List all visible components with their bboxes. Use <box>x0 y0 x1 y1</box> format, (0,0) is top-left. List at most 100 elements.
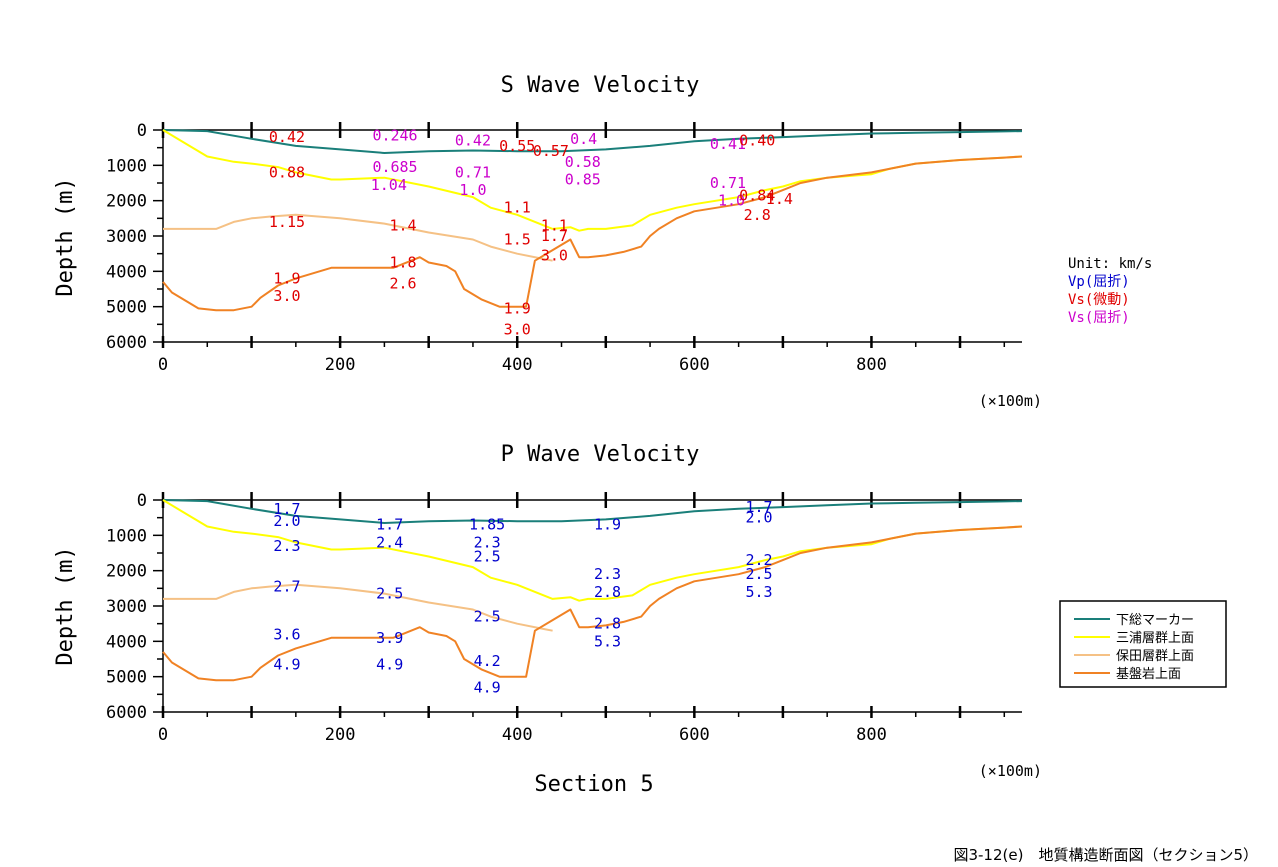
s-velocity-label: 0.57 <box>533 142 569 160</box>
p-ytick-label: 5000 <box>106 668 147 688</box>
p-wave-xlabel: Section 5 <box>534 772 653 797</box>
s-xtick-label: 200 <box>325 355 356 375</box>
p-velocity-label: 4.9 <box>474 678 501 696</box>
s-wave-x-unit: (×100m) <box>979 392 1042 410</box>
s-velocity-label: 2.8 <box>744 206 771 224</box>
s-xtick-label: 800 <box>856 355 887 375</box>
p-xtick-label: 800 <box>856 725 887 745</box>
s-velocity-label: 0.71 <box>455 163 491 181</box>
p-velocity-label: 1.7 <box>376 516 403 534</box>
p-velocity-label: 1.9 <box>594 516 621 534</box>
s-velocity-label: 0.71 <box>710 174 746 192</box>
chart-legend: 下総マーカー 三浦層群上面 保田層群上面 基盤岩上面 <box>1059 600 1227 688</box>
legend-label-basement-top: 基盤岩上面 <box>1116 667 1181 682</box>
p-xtick-label: 0 <box>158 725 168 745</box>
p-ytick-label: 0 <box>137 491 147 511</box>
unit-vp-refraction: Vp(屈折) <box>1068 274 1130 290</box>
p-velocity-label: 2.5 <box>376 585 403 603</box>
s-velocity-label: 1.8 <box>389 254 416 272</box>
p-ytick-label: 3000 <box>106 597 147 617</box>
p-velocity-label: 4.2 <box>474 652 501 670</box>
s-velocity-label: 0.685 <box>372 158 417 176</box>
p-velocity-label: 1.85 <box>469 516 505 534</box>
s-wave-velocity-labels: 0.420.881.151.93.00.2460.6851.041.41.82.… <box>269 126 793 338</box>
s-velocity-label: 0.41 <box>710 135 746 153</box>
s-velocity-label: 0.42 <box>269 128 305 146</box>
p-velocity-label: 5.3 <box>745 583 772 601</box>
p-velocity-label: 2.0 <box>745 509 772 527</box>
p-velocity-label: 2.5 <box>474 548 501 566</box>
s-velocity-label: 3.0 <box>541 246 568 264</box>
p-xtick-label: 600 <box>679 725 710 745</box>
p-curve-hota-group-top <box>163 583 553 632</box>
s-ytick-label: 0 <box>137 121 147 141</box>
s-wave-panel: S Wave Velocity Depth (m) 01000200030004… <box>53 73 1042 410</box>
p-ytick-label: 2000 <box>106 562 147 582</box>
s-ytick-label: 5000 <box>106 298 147 318</box>
p-ytick-label: 6000 <box>106 703 147 723</box>
p-wave-ylabel: Depth (m) <box>53 546 78 665</box>
s-velocity-label: 1.9 <box>273 269 300 287</box>
s-velocity-label: 1.04 <box>371 176 407 194</box>
p-wave-panel: P Wave Velocity Depth (m) 01000200030004… <box>53 442 1042 797</box>
p-velocity-label: 2.4 <box>376 533 403 551</box>
p-velocity-label: 2.3 <box>273 537 300 555</box>
p-wave-x-unit: (×100m) <box>979 762 1042 780</box>
s-velocity-label: 1.0 <box>459 181 486 199</box>
s-curve-shimosa-marker <box>162 129 1023 154</box>
p-velocity-label: 2.8 <box>594 583 621 601</box>
s-velocity-label: 0.88 <box>269 163 305 181</box>
s-curve-basement-top <box>162 155 1023 312</box>
s-xtick-label: 0 <box>158 355 168 375</box>
s-velocity-label: 0.85 <box>565 170 601 188</box>
p-xtick-label: 200 <box>325 725 356 745</box>
s-velocity-label: 1.5 <box>504 231 531 249</box>
p-velocity-label: 1.7 <box>745 498 772 516</box>
s-velocity-label: 0.4 <box>570 130 597 148</box>
p-ytick-label: 1000 <box>106 526 147 546</box>
s-velocity-label: 0.84 <box>739 186 775 204</box>
s-velocity-label: 1.7 <box>541 227 568 245</box>
s-ytick-label: 3000 <box>106 227 147 247</box>
s-velocity-label: 1.1 <box>504 199 531 217</box>
legend-label-miura-group-top: 三浦層群上面 <box>1116 631 1194 646</box>
s-velocity-label: 3.0 <box>273 287 300 305</box>
p-velocity-label: 2.3 <box>474 533 501 551</box>
p-velocity-label: 3.9 <box>376 629 403 647</box>
p-velocity-label: 2.8 <box>594 615 621 633</box>
s-velocity-label: 2.6 <box>389 275 416 293</box>
p-wave-axes: 0 1000 2000 3000 4000 5000 6000 0 200 400 600 800 <box>106 491 1022 745</box>
s-velocity-label: 1.9 <box>504 299 531 317</box>
s-velocity-label: 0.246 <box>372 126 417 144</box>
s-wave-title: S Wave Velocity <box>501 73 700 98</box>
p-wave-velocity-labels: 1.72.02.32.73.64.91.72.42.53.94.91.852.3… <box>273 498 772 696</box>
unit-vs-refraction: Vs(屈折) <box>1068 310 1130 326</box>
unit-title: Unit: km/s <box>1068 256 1152 272</box>
p-curve-shimosa-marker <box>162 499 1023 524</box>
s-wave-curves <box>162 129 1023 312</box>
p-velocity-label: 2.7 <box>273 578 300 596</box>
s-xtick-label: 600 <box>679 355 710 375</box>
p-curve-basement-top <box>162 525 1023 682</box>
legend-label-shimosa-marker: 下総マーカー <box>1116 613 1194 628</box>
p-velocity-label: 2.2 <box>745 551 772 569</box>
s-ytick-label: 1000 <box>106 156 147 176</box>
p-wave-curves <box>162 499 1023 682</box>
s-wave-axes: 0 1000 2000 3000 4000 5000 6000 0 200 400 600 800 <box>106 121 1022 375</box>
s-ytick-label: 2000 <box>106 192 147 212</box>
p-velocity-label: 1.7 <box>273 500 300 518</box>
p-velocity-label: 4.9 <box>273 655 300 673</box>
unit-vs-microtremor: Vs(微動) <box>1068 292 1130 308</box>
s-wave-ylabel: Depth (m) <box>53 177 78 296</box>
unit-key: Unit: km/s Vp(屈折) Vs(微動) Vs(屈折) <box>1068 256 1152 326</box>
s-velocity-label: 3.0 <box>504 321 531 339</box>
p-velocity-label: 2.5 <box>474 608 501 626</box>
s-xtick-label: 400 <box>502 355 533 375</box>
s-velocity-label: 1.15 <box>269 213 305 231</box>
s-ytick-label: 6000 <box>106 333 147 353</box>
s-velocity-label: 0.40 <box>739 132 775 150</box>
s-velocity-label: 1.4 <box>766 190 793 208</box>
figure-caption: 図3-12(e) 地質構造断面図（セクション5） <box>953 846 1258 864</box>
s-velocity-label: 1.0 <box>718 192 745 210</box>
